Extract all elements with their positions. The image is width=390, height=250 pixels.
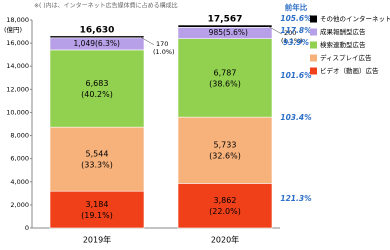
segment-share: (38.6%) xyxy=(209,79,241,88)
legend-swatch xyxy=(310,28,317,36)
legend-swatch xyxy=(310,54,317,62)
bar-segment xyxy=(177,116,273,184)
bar-segment xyxy=(177,24,273,28)
x-tick-label: 2020年 xyxy=(211,235,239,245)
bar-segment xyxy=(49,190,145,229)
y-tick-label: 8,000 xyxy=(10,132,29,140)
bar-segment xyxy=(177,183,273,229)
growth-label: 105.6% xyxy=(280,14,312,23)
total-label: 16,630 xyxy=(80,25,115,35)
segment-label: 6,787 xyxy=(214,68,237,77)
legend-label: ビデオ（動画）広告 xyxy=(320,66,379,75)
segment-share: (1.0%) xyxy=(153,48,175,56)
y-tick-label: 14,000 xyxy=(6,62,29,70)
segment-share: (22.0%) xyxy=(209,207,241,216)
legend-label: ディスプレイ広告 xyxy=(320,53,372,62)
segment-label: 5,544 xyxy=(86,150,109,159)
legend-swatch xyxy=(310,67,317,75)
legend-label: その他のインターネット広告 xyxy=(320,14,390,23)
legend-swatch xyxy=(310,15,317,23)
leader-line xyxy=(267,25,283,35)
legend-label: 成果報酬型広告 xyxy=(320,27,366,36)
growth-label: 121.3% xyxy=(280,194,312,203)
growth-title: 前年比 xyxy=(285,2,308,12)
bar-segment xyxy=(49,126,145,192)
leader-line xyxy=(139,36,155,46)
bar-segment xyxy=(49,35,145,39)
y-tick-label: 2,000 xyxy=(10,201,29,209)
bar-segment xyxy=(49,49,145,128)
y-tick-label: 0 xyxy=(25,224,29,232)
x-tick-label: 2019年 xyxy=(83,235,111,245)
segment-share: (40.2%) xyxy=(81,90,113,99)
segment-share: (19.1%) xyxy=(81,211,113,220)
segment-label: 3,184 xyxy=(86,200,109,209)
y-tick-label: 6,000 xyxy=(10,155,29,163)
segment-label: 5,733 xyxy=(214,141,237,150)
y-tick-label: 10,000 xyxy=(6,108,29,116)
bar-segment xyxy=(177,38,273,118)
segment-share: (33.3%) xyxy=(81,161,113,170)
segment-share: (32.6%) xyxy=(209,152,241,161)
segment-label: 200 xyxy=(284,29,296,37)
segment-share: (1.1%) xyxy=(281,37,303,45)
segment-share: (6.3%) xyxy=(95,39,120,48)
total-label: 17,567 xyxy=(208,15,243,25)
y-tick-label: 4,000 xyxy=(10,178,29,186)
segment-label: 3,862 xyxy=(214,196,237,205)
y-tick-label: 18,000 xyxy=(6,16,29,24)
legend-swatch xyxy=(310,41,317,49)
y-axis-label: (億円) xyxy=(4,25,22,34)
y-tick-label: 12,000 xyxy=(6,85,29,93)
growth-label: 117.8% xyxy=(280,26,312,35)
growth-label: 101.6% xyxy=(280,71,312,80)
note: ※( )内は、インターネット広告媒体費に占める構成比 xyxy=(34,2,178,10)
segment-label: 985 xyxy=(209,28,224,37)
segment-share: (5.6%) xyxy=(223,28,248,37)
growth-label: 103.4% xyxy=(280,113,312,122)
y-tick-label: 16,000 xyxy=(6,39,29,47)
segment-label: 1,049 xyxy=(74,39,96,48)
segment-label: 170 xyxy=(156,40,168,48)
segment-label: 6,683 xyxy=(86,79,109,88)
growth-label: 93.9% xyxy=(283,38,310,47)
legend-label: 検索連動型広告 xyxy=(320,40,366,49)
